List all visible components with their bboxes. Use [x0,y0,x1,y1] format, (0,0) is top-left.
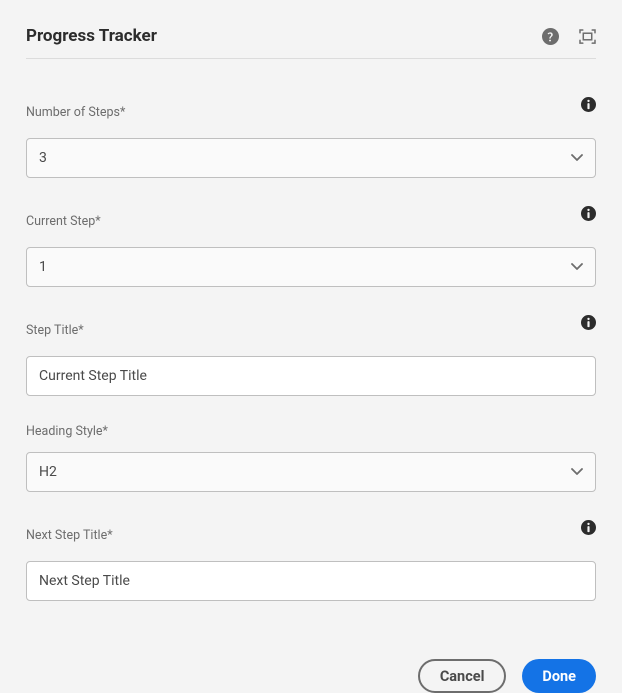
field-next-step-title: Next Step Title* [26,520,596,601]
select-value: H2 [39,464,57,480]
heading-style-select[interactable]: H2 [26,452,596,492]
field-label-step-title: Step Title* [26,323,84,338]
cancel-button[interactable]: Cancel [418,659,507,693]
field-label-number-of-steps: Number of Steps* [26,105,125,120]
header-icons [542,28,596,45]
next-step-title-input[interactable] [26,561,596,601]
field-number-of-steps: Number of Steps* 3 [26,97,596,178]
select-value: 1 [39,259,47,275]
chevron-down-icon [571,154,583,162]
field-label-next-step-title: Next Step Title* [26,528,113,543]
fullscreen-icon[interactable] [579,29,596,44]
field-current-step: Current Step* 1 [26,206,596,287]
info-icon[interactable] [581,520,596,535]
field-label-current-step: Current Step* [26,214,101,229]
field-step-title: Step Title* [26,315,596,396]
done-button[interactable]: Done [522,659,596,693]
dialog-footer: Cancel Done [26,659,596,693]
info-icon[interactable] [581,97,596,112]
help-icon[interactable] [542,28,559,45]
chevron-down-icon [571,263,583,271]
field-head: Step Title* [26,315,596,338]
info-icon[interactable] [581,315,596,330]
field-label-heading-style: Heading Style* [26,424,108,439]
dialog-title: Progress Tracker [26,26,157,46]
header-divider [26,58,596,59]
dialog-header: Progress Tracker [26,26,596,46]
field-head: Number of Steps* [26,97,596,120]
step-title-input[interactable] [26,356,596,396]
number-of-steps-select[interactable]: 3 [26,138,596,178]
field-head: Next Step Title* [26,520,596,543]
select-value: 3 [39,150,47,166]
field-head: Heading Style* [26,424,596,442]
field-head: Current Step* [26,206,596,229]
current-step-select[interactable]: 1 [26,247,596,287]
info-icon[interactable] [581,206,596,221]
form-body: Number of Steps* 3 Current Step* [26,97,596,601]
field-heading-style: Heading Style* H2 [26,424,596,492]
chevron-down-icon [571,468,583,476]
